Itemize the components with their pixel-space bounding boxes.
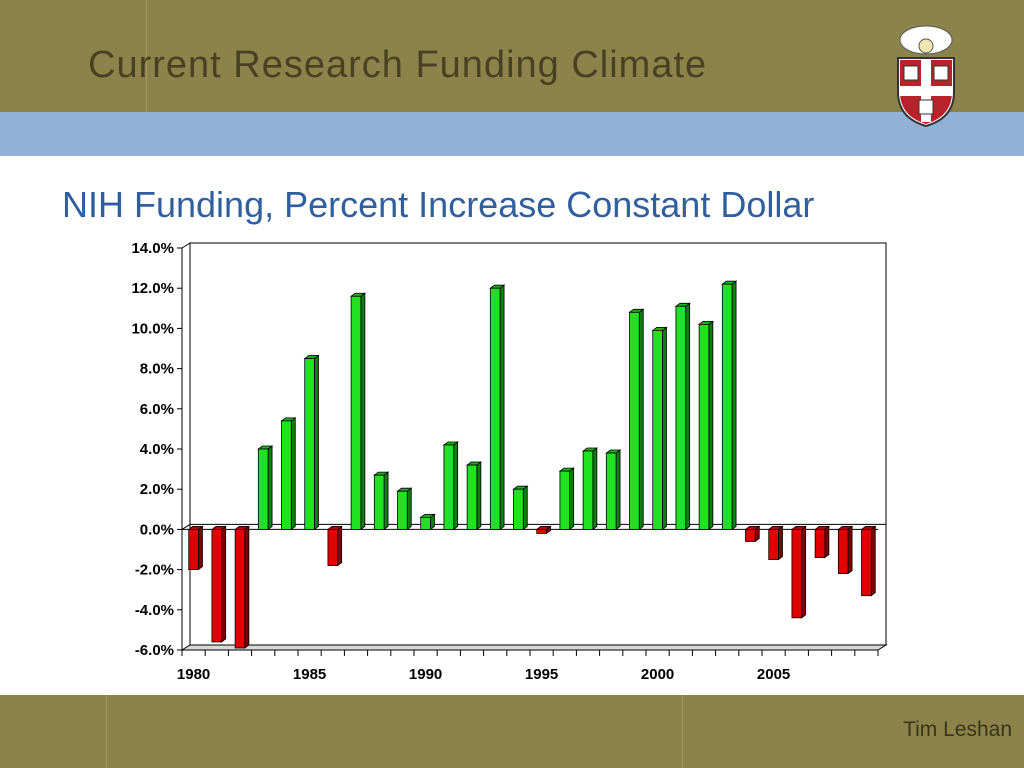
y-tick-label: 4.0% [140, 441, 174, 458]
bar-2006 [790, 525, 807, 619]
header-band [0, 0, 1024, 112]
y-tick-label: 14.0% [131, 240, 174, 257]
bar-1988 [373, 471, 390, 531]
y-tick-label: -6.0% [135, 642, 174, 659]
bar-2003 [721, 280, 738, 531]
bar-1998 [605, 449, 622, 531]
y-tick-label: 6.0% [140, 401, 174, 418]
bar-1991 [442, 441, 459, 531]
bar-1989 [396, 487, 413, 531]
bar-1995 [535, 525, 552, 535]
bar-1990 [419, 513, 436, 531]
bar-2001 [674, 302, 691, 531]
y-axis-top-edge [181, 242, 191, 249]
bar-2004 [744, 525, 761, 543]
x-tick-label: 2000 [641, 666, 674, 683]
footer-divider-right [682, 695, 683, 768]
bar-2000 [651, 326, 668, 531]
bar-1986 [326, 525, 343, 567]
x-tick-label: 1980 [177, 666, 210, 683]
bar-1980 [187, 525, 204, 571]
bar-1992 [465, 461, 483, 531]
bar-1996 [558, 467, 575, 531]
y-tick-label: 2.0% [140, 481, 174, 498]
y-tick-label: 10.0% [131, 320, 174, 337]
y-tick-label: 0.0% [140, 521, 174, 538]
bar-2009 [860, 525, 877, 597]
bar-2007 [813, 525, 831, 559]
bar-1987 [349, 292, 367, 531]
bar-2005 [767, 525, 784, 561]
bar-1993 [489, 284, 506, 531]
bar-1985 [303, 354, 320, 531]
x-tick-label: 2005 [757, 666, 790, 683]
y-tick-label: 8.0% [140, 361, 174, 378]
university-shield-icon [897, 25, 955, 128]
zero-line-depth [181, 523, 191, 530]
bar-1982 [233, 525, 251, 649]
y-tick-label: 12.0% [131, 280, 174, 297]
bar-2008 [837, 525, 854, 575]
chart-title: NIH Funding, Percent Increase Constant D… [62, 184, 815, 225]
accent-band [0, 112, 1024, 156]
bar-2002 [697, 320, 715, 531]
x-tick-label: 1990 [409, 666, 442, 683]
y-tick-label: -2.0% [135, 562, 174, 579]
footer-author: Tim Leshan [903, 718, 1012, 741]
footer-band [0, 695, 1024, 768]
bar-1999 [628, 308, 645, 531]
bar-1984 [280, 417, 297, 531]
bar-1994 [512, 485, 529, 531]
bar-1983 [257, 445, 274, 531]
bar-1981 [210, 525, 227, 643]
plot-floor [180, 644, 888, 651]
y-tick-label: -4.0% [135, 602, 174, 619]
header-divider [146, 0, 147, 112]
footer-divider-left [106, 695, 107, 768]
slide-title: Current Research Funding Climate [88, 44, 708, 86]
x-tick-label: 1985 [293, 666, 326, 683]
bar-1997 [581, 447, 599, 531]
x-tick-label: 1995 [525, 666, 558, 683]
